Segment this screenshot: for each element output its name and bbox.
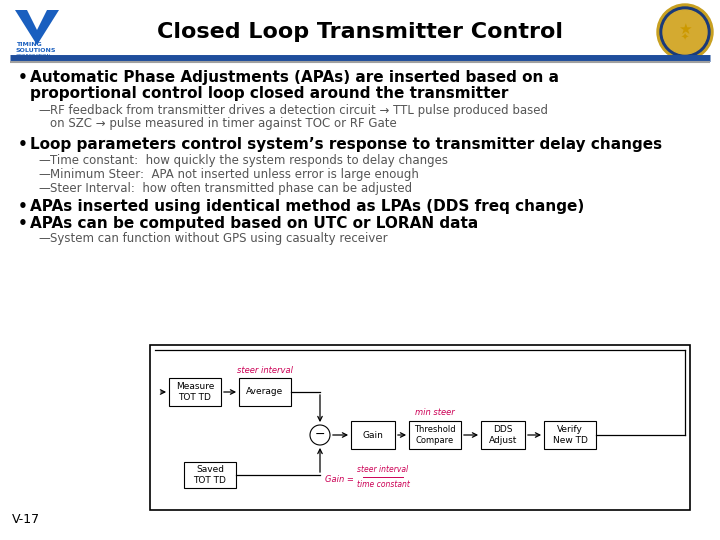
Polygon shape xyxy=(15,10,59,45)
Text: proportional control loop closed around the transmitter: proportional control loop closed around … xyxy=(30,86,508,101)
Text: APAs inserted using identical method as LPAs (DDS freq change): APAs inserted using identical method as … xyxy=(30,199,584,214)
Text: Gain =: Gain = xyxy=(325,476,354,484)
Bar xyxy=(351,421,395,449)
Text: −: − xyxy=(315,428,325,441)
Text: Automatic Phase Adjustments (APAs) are inserted based on a: Automatic Phase Adjustments (APAs) are i… xyxy=(30,70,559,85)
Text: steer interval: steer interval xyxy=(357,465,408,474)
Text: ✦: ✦ xyxy=(681,33,689,43)
Circle shape xyxy=(310,425,330,445)
Text: Average: Average xyxy=(246,388,284,396)
Text: on SZC → pulse measured in timer against TOC or RF Gate: on SZC → pulse measured in timer against… xyxy=(50,117,397,130)
Text: Verify
New TD: Verify New TD xyxy=(552,425,588,445)
Text: —: — xyxy=(38,182,50,195)
Bar xyxy=(184,462,236,488)
Circle shape xyxy=(657,4,713,60)
Text: —: — xyxy=(38,232,50,245)
Text: time constant: time constant xyxy=(356,480,410,489)
Text: min steer: min steer xyxy=(415,408,455,417)
Text: Gain: Gain xyxy=(363,430,384,440)
Text: steer interval: steer interval xyxy=(237,366,293,375)
Text: CORPORATION: CORPORATION xyxy=(16,54,51,59)
Circle shape xyxy=(663,10,707,54)
Text: Minimum Steer:  APA not inserted unless error is large enough: Minimum Steer: APA not inserted unless e… xyxy=(50,168,419,181)
Text: System can function without GPS using casualty receiver: System can function without GPS using ca… xyxy=(50,232,387,245)
Text: Steer Interval:  how often transmitted phase can be adjusted: Steer Interval: how often transmitted ph… xyxy=(50,182,412,195)
Text: Closed Loop Transmitter Control: Closed Loop Transmitter Control xyxy=(157,22,563,42)
Bar xyxy=(150,345,690,510)
Text: —: — xyxy=(38,168,50,181)
Text: Saved
TOT TD: Saved TOT TD xyxy=(194,465,226,485)
Text: DDS
Adjust: DDS Adjust xyxy=(489,425,517,445)
Bar xyxy=(481,421,525,449)
Text: TIMING: TIMING xyxy=(16,42,42,47)
Text: —: — xyxy=(38,104,50,117)
Circle shape xyxy=(660,7,710,57)
Bar xyxy=(239,378,291,406)
Bar xyxy=(409,421,461,449)
Text: —: — xyxy=(38,154,50,167)
Text: ★: ★ xyxy=(678,22,692,37)
Text: •: • xyxy=(18,216,28,231)
Bar xyxy=(169,378,221,406)
Bar xyxy=(544,421,596,449)
Text: •: • xyxy=(18,199,28,214)
Text: Measure
TOT TD: Measure TOT TD xyxy=(176,382,214,402)
Text: Time constant:  how quickly the system responds to delay changes: Time constant: how quickly the system re… xyxy=(50,154,448,167)
Text: Loop parameters control system’s response to transmitter delay changes: Loop parameters control system’s respons… xyxy=(30,137,662,152)
Text: RF feedback from transmitter drives a detection circuit → TTL pulse produced bas: RF feedback from transmitter drives a de… xyxy=(50,104,548,117)
Text: V-17: V-17 xyxy=(12,513,40,526)
Text: •: • xyxy=(18,70,28,85)
Text: APAs can be computed based on UTC or LORAN data: APAs can be computed based on UTC or LOR… xyxy=(30,216,478,231)
Text: SOLUTIONS: SOLUTIONS xyxy=(16,48,56,53)
Text: Threshold
Compare: Threshold Compare xyxy=(414,425,456,445)
Text: •: • xyxy=(18,137,28,152)
